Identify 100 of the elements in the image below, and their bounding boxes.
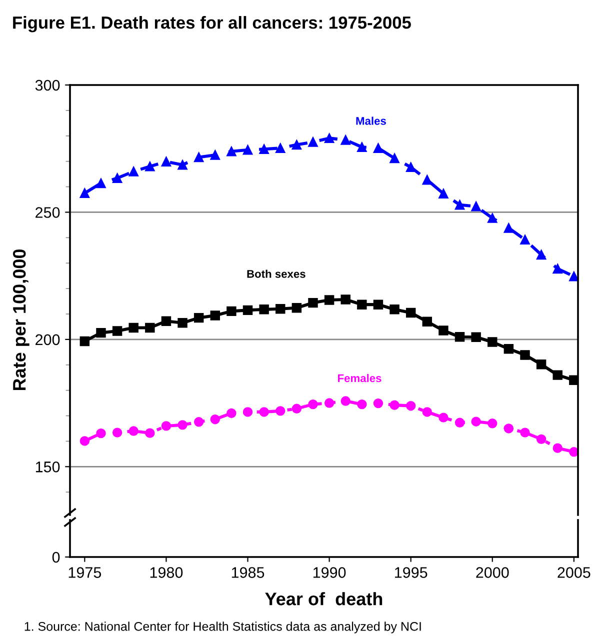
point xyxy=(340,135,350,145)
point xyxy=(242,305,253,316)
point xyxy=(488,337,498,347)
point xyxy=(406,308,416,318)
point xyxy=(390,153,400,164)
x-tick-label: 1995 xyxy=(395,567,428,578)
text: 0 xyxy=(52,552,60,563)
point xyxy=(373,143,384,153)
point xyxy=(145,162,155,172)
point xyxy=(276,406,286,416)
point xyxy=(178,420,188,430)
point xyxy=(422,175,432,185)
point xyxy=(552,264,562,274)
point xyxy=(504,424,514,434)
point xyxy=(226,146,236,156)
series-label: Males xyxy=(356,116,386,125)
point xyxy=(390,400,400,410)
point xyxy=(357,142,367,152)
point xyxy=(552,370,562,380)
point xyxy=(488,418,498,428)
point xyxy=(194,152,204,162)
point xyxy=(406,162,416,172)
point xyxy=(242,407,253,417)
point xyxy=(292,140,302,150)
point xyxy=(210,414,220,424)
point xyxy=(324,398,334,408)
point xyxy=(422,407,432,417)
point xyxy=(471,332,481,342)
x-axis-title: Year of death xyxy=(265,592,382,606)
point xyxy=(454,332,465,342)
point xyxy=(373,398,384,408)
point xyxy=(308,298,318,308)
point xyxy=(324,133,334,144)
x-tick-label: 1975 xyxy=(68,567,102,578)
x-tick-label: 2005 xyxy=(558,567,590,578)
point xyxy=(226,306,236,316)
point xyxy=(112,428,122,438)
chart-title: Figure E1. Death rates for all cancers: 1975-2005 xyxy=(13,16,411,32)
series-label: Females xyxy=(338,374,382,382)
point xyxy=(357,300,367,310)
point xyxy=(194,417,204,427)
point xyxy=(520,350,530,360)
point xyxy=(96,428,106,438)
point xyxy=(128,166,138,176)
point xyxy=(552,443,562,453)
point xyxy=(80,336,90,346)
point xyxy=(292,404,302,414)
point xyxy=(145,428,155,438)
point xyxy=(80,188,90,198)
point xyxy=(276,143,286,153)
point xyxy=(161,421,172,431)
point xyxy=(471,416,481,426)
point xyxy=(276,304,286,314)
point xyxy=(178,318,188,328)
point xyxy=(210,150,220,160)
point xyxy=(161,156,172,166)
point xyxy=(308,399,318,410)
point xyxy=(438,188,448,199)
y-tick-label: 300 xyxy=(35,80,60,91)
series-label: Both sexes xyxy=(247,270,306,278)
point xyxy=(161,316,172,326)
point xyxy=(112,173,122,183)
text: 1. Source: National Center for Health Statistics data as analyzed by NCI xyxy=(24,622,421,634)
point xyxy=(128,426,138,436)
x-tick-label: 2000 xyxy=(476,567,509,578)
point xyxy=(373,300,384,310)
point xyxy=(96,178,106,188)
point xyxy=(259,304,269,314)
point xyxy=(569,447,578,457)
point xyxy=(488,213,498,223)
point xyxy=(340,396,350,406)
point xyxy=(504,223,514,233)
point xyxy=(390,304,400,314)
point xyxy=(340,294,350,304)
point xyxy=(194,312,204,323)
point xyxy=(324,295,334,305)
point xyxy=(96,328,106,338)
point xyxy=(406,400,416,411)
y-tick-label: 250 xyxy=(36,207,60,218)
point xyxy=(438,412,448,422)
point xyxy=(504,344,514,354)
point xyxy=(422,316,432,326)
point xyxy=(226,408,236,418)
point xyxy=(178,160,188,170)
point xyxy=(259,407,269,417)
x-tick-label: 1990 xyxy=(313,567,346,578)
point xyxy=(471,202,481,212)
point xyxy=(242,145,253,155)
y-tick-label: 200 xyxy=(36,334,60,346)
y-tick-label: 150 xyxy=(36,462,60,472)
point xyxy=(536,250,546,260)
point xyxy=(128,322,138,333)
point xyxy=(112,326,122,336)
point xyxy=(569,271,578,282)
point xyxy=(536,434,546,444)
x-tick-label: 1980 xyxy=(150,567,183,578)
point xyxy=(210,310,220,320)
point xyxy=(80,436,90,446)
y-axis-title: Rate per 100,000 xyxy=(12,249,30,390)
point xyxy=(357,399,367,410)
